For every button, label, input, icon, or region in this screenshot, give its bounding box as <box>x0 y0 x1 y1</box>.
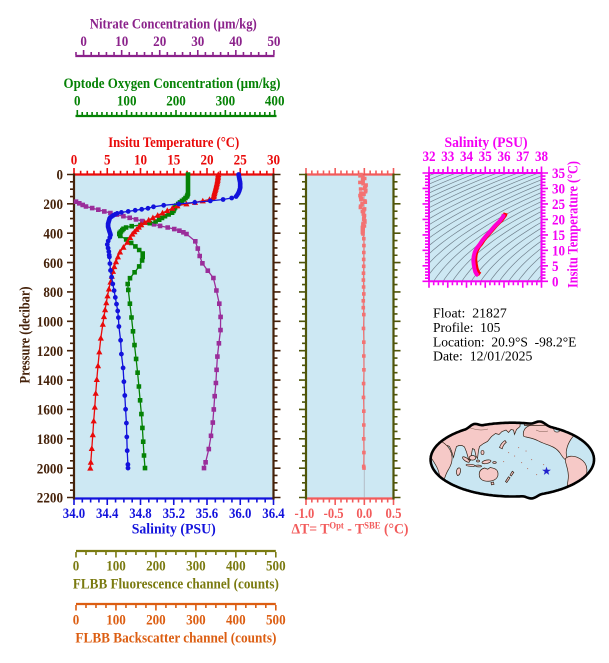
svg-text:Salinity (PSU): Salinity (PSU) <box>132 522 216 538</box>
svg-text:35: 35 <box>552 166 565 182</box>
svg-text:25: 25 <box>552 197 565 213</box>
svg-text:-0.5: -0.5 <box>324 506 344 522</box>
svg-text:0: 0 <box>73 559 80 575</box>
svg-text:500: 500 <box>266 613 286 629</box>
svg-text:1800: 1800 <box>37 432 63 448</box>
svg-text:0: 0 <box>57 168 64 184</box>
svg-text:500: 500 <box>266 559 286 575</box>
svg-text:36.4: 36.4 <box>262 506 285 522</box>
svg-text:Salinity (PSU): Salinity (PSU) <box>445 135 528 151</box>
svg-text:Date: 12/01/2025: Date: 12/01/2025 <box>433 349 533 364</box>
svg-text:300: 300 <box>216 94 236 110</box>
svg-text:0: 0 <box>73 613 80 629</box>
svg-text:10: 10 <box>552 244 565 260</box>
svg-text:20: 20 <box>552 213 565 229</box>
svg-text:-1.0: -1.0 <box>294 506 314 522</box>
svg-text:5: 5 <box>552 259 559 275</box>
svg-text:34.0: 34.0 <box>63 506 85 522</box>
svg-text:600: 600 <box>43 256 63 272</box>
svg-text:30: 30 <box>267 153 280 169</box>
svg-text:2200: 2200 <box>37 491 63 507</box>
svg-text:35.2: 35.2 <box>163 506 185 522</box>
svg-text:25: 25 <box>234 153 247 169</box>
svg-text:34.8: 34.8 <box>129 506 151 522</box>
svg-text:37: 37 <box>516 149 530 165</box>
svg-text:Nitrate Concentration (µm/kg): Nitrate Concentration (µm/kg) <box>90 17 257 33</box>
svg-text:200: 200 <box>146 613 166 629</box>
svg-text:34: 34 <box>460 149 474 165</box>
svg-text:5: 5 <box>104 153 111 169</box>
svg-text:0.5: 0.5 <box>386 506 402 522</box>
svg-text:38: 38 <box>535 149 548 165</box>
svg-text:300: 300 <box>186 613 206 629</box>
svg-text:36: 36 <box>497 149 511 165</box>
svg-text:400: 400 <box>226 613 246 629</box>
svg-text:400: 400 <box>226 559 246 575</box>
svg-text:1000: 1000 <box>37 315 63 331</box>
svg-text:Float: 21827: Float: 21827 <box>433 306 507 321</box>
svg-text:200: 200 <box>166 94 186 110</box>
svg-text:50: 50 <box>267 34 280 50</box>
svg-text:400: 400 <box>43 226 63 242</box>
svg-text:30: 30 <box>552 182 565 198</box>
svg-text:400: 400 <box>265 94 285 110</box>
svg-text:FLBB Fluorescence channel (cou: FLBB Fluorescence channel (counts) <box>73 577 279 593</box>
svg-text:0: 0 <box>74 94 81 110</box>
svg-text:ΔT= TOpt - TSBE (°C): ΔT= TOpt - TSBE (°C) <box>292 522 409 538</box>
svg-text:34.4: 34.4 <box>96 506 119 522</box>
svg-text:100: 100 <box>106 559 126 575</box>
svg-text:0.0: 0.0 <box>356 506 372 522</box>
svg-text:Profile: 105: Profile: 105 <box>433 320 501 335</box>
svg-text:15: 15 <box>552 228 565 244</box>
svg-text:10: 10 <box>115 34 128 50</box>
svg-text:200: 200 <box>146 559 166 575</box>
svg-text:Pressure (decibar): Pressure (decibar) <box>18 287 34 384</box>
svg-text:Insitu Temperature (°C): Insitu Temperature (°C) <box>108 135 239 151</box>
svg-text:200: 200 <box>43 197 63 213</box>
svg-text:800: 800 <box>43 285 63 301</box>
svg-text:36.0: 36.0 <box>229 506 251 522</box>
svg-text:Optode Oxygen Concentration (µ: Optode Oxygen Concentration (µm/kg) <box>64 76 281 92</box>
svg-text:40: 40 <box>229 34 242 50</box>
svg-text:100: 100 <box>117 94 137 110</box>
svg-text:Location: 20.9°S -98.2°E: Location: 20.9°S -98.2°E <box>433 334 576 349</box>
svg-text:1400: 1400 <box>37 373 63 389</box>
svg-text:30: 30 <box>191 34 204 50</box>
svg-text:20: 20 <box>153 34 166 50</box>
svg-text:300: 300 <box>186 559 206 575</box>
svg-text:15: 15 <box>167 153 180 169</box>
svg-text:10: 10 <box>134 153 147 169</box>
svg-text:32: 32 <box>422 149 435 165</box>
svg-text:1200: 1200 <box>37 344 63 360</box>
svg-text:0: 0 <box>552 275 559 291</box>
svg-text:35.6: 35.6 <box>196 506 219 522</box>
svg-text:35: 35 <box>479 149 492 165</box>
svg-text:FLBB Backscatter channel (coun: FLBB Backscatter channel (counts) <box>75 631 276 647</box>
svg-text:20: 20 <box>200 153 213 169</box>
svg-text:1600: 1600 <box>37 403 63 419</box>
svg-text:100: 100 <box>106 613 126 629</box>
svg-text:0: 0 <box>71 153 78 169</box>
svg-text:Insitu Temperature (°C): Insitu Temperature (°C) <box>566 161 582 288</box>
svg-text:2000: 2000 <box>37 461 63 477</box>
svg-text:33: 33 <box>441 149 454 165</box>
svg-text:0: 0 <box>80 34 87 50</box>
